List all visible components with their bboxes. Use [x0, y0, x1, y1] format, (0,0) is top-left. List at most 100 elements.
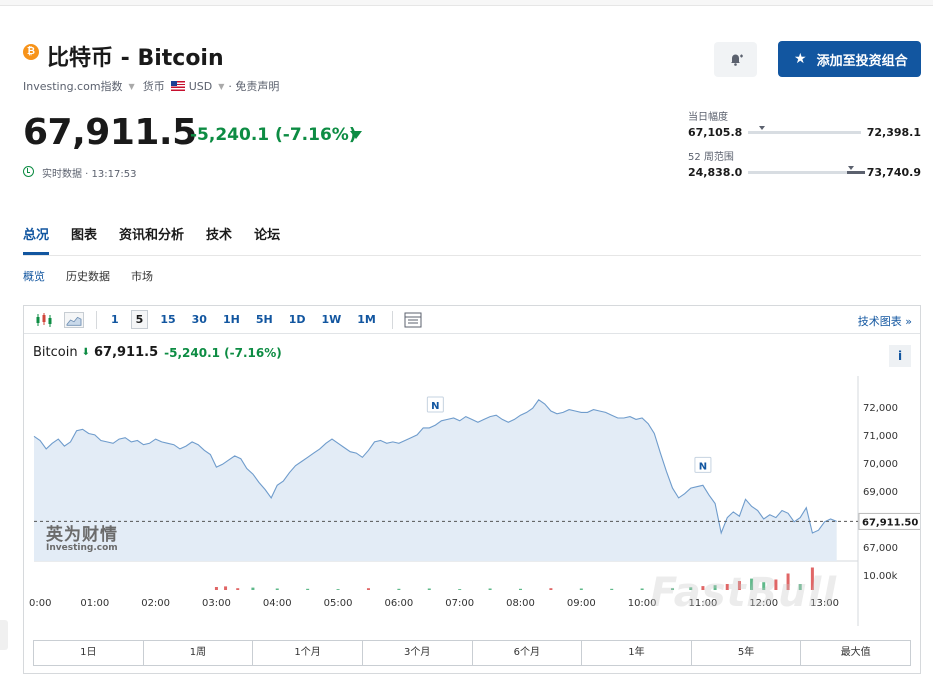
x-tick-label: 07:00 — [445, 598, 474, 609]
top-border — [0, 0, 933, 6]
subtab-markets[interactable]: 市场 — [131, 270, 153, 283]
tab-overview[interactable]: 总况 — [23, 224, 50, 255]
currency-dropdown[interactable]: USD — [188, 79, 213, 93]
week52-range-marker — [848, 166, 855, 170]
area-chart-icon[interactable] — [64, 311, 84, 328]
volume-bar — [713, 585, 717, 590]
week52-range-low: 24,838.0 — [688, 166, 743, 179]
main-tabs: 总况 图表 资讯和分析 技术 论坛 — [23, 224, 302, 255]
x-tick-label: 02:00 — [141, 598, 170, 609]
volume-bar — [640, 588, 644, 590]
down-arrow-icon: ⬇ — [81, 347, 90, 358]
period-button[interactable]: 1日 — [34, 641, 144, 665]
volume-bar — [366, 588, 370, 590]
volume-bar — [275, 588, 279, 590]
candlestick-icon[interactable] — [34, 312, 54, 328]
interval-button-5h[interactable]: 5H — [255, 313, 273, 326]
y-tick-label: 71,000 — [863, 431, 898, 442]
technical-chart-link[interactable]: 技术图表 » — [857, 315, 912, 328]
price-chart[interactable]: 72,000 71,000 70,000 69,000 67,000 67,911.50 N… — [24, 306, 920, 636]
volume-bar — [214, 587, 218, 590]
tab-technical[interactable]: 技术 — [206, 228, 233, 243]
volume-bar — [737, 581, 741, 590]
period-button[interactable]: 6个月 — [473, 641, 583, 665]
volume-bar — [458, 589, 462, 590]
investing-logo: 英为财情 Investing.com — [46, 520, 118, 553]
interval-button-5[interactable]: 5 — [130, 310, 149, 329]
subtab-historical-data[interactable]: 历史数据 — [66, 270, 110, 283]
page-title: 比特币 - Bitcoin — [47, 46, 224, 71]
interval-button-1m[interactable]: 1M — [357, 313, 376, 326]
y-tick-label: 69,000 — [863, 487, 898, 498]
x-tick-label: 01:00 — [80, 598, 109, 609]
interval-button-1d[interactable]: 1D — [288, 313, 306, 326]
volume-bar — [579, 588, 583, 590]
week52-range-bar — [748, 166, 866, 174]
price-alert-button[interactable] — [714, 42, 757, 77]
volume-bar — [750, 578, 754, 590]
interval-button-15[interactable]: 15 — [160, 313, 176, 326]
add-to-portfolio-button[interactable]: ★ 添加至投资组合 — [778, 41, 921, 77]
volume-bar — [610, 588, 614, 590]
investing-logo-subtext: Investing.com — [46, 543, 118, 553]
info-icon[interactable]: i — [889, 345, 911, 367]
week52-range-high: 73,740.9 — [866, 166, 921, 179]
tab-divider — [23, 255, 921, 256]
tab-news-analysis[interactable]: 资讯和分析 — [119, 228, 185, 243]
last-price-label: 67,911.50 — [862, 517, 918, 528]
x-tick-label: 08:00 — [506, 598, 535, 609]
volume-bar — [397, 588, 401, 590]
price-change: -5,240.1 (-7.16%) — [190, 125, 357, 145]
toolbar-separator — [96, 310, 97, 329]
day-range-high: 72,398.1 — [866, 126, 921, 139]
volume-bar — [689, 587, 693, 590]
period-button[interactable]: 5年 — [692, 641, 802, 665]
chart-toolbar: 1 5 15 30 1H 5H 1D 1W 1M 技术图表 » — [24, 306, 920, 334]
sub-tabs: 概览 历史数据 市场 — [23, 268, 174, 284]
period-button[interactable]: 最大值 — [840, 647, 871, 658]
volume-bar — [774, 579, 778, 590]
news-marker-label: N — [699, 461, 707, 472]
period-button[interactable]: 3个月 — [363, 641, 473, 665]
source-dropdown[interactable]: Investing.com指数 — [23, 80, 123, 93]
legend-change: -5,240.1 (-7.16%) — [164, 345, 282, 360]
instrument-meta: Investing.com指数 ▼ 货币 USD ▼ · 免责声明 — [23, 78, 279, 94]
toolbar-separator — [391, 310, 393, 329]
interval-button-1h[interactable]: 1H — [222, 313, 240, 326]
add-to-portfolio-label: 添加至投资组合 — [816, 53, 908, 69]
day-range: 当日幅度 67,105.8 72,398.1 — [688, 108, 921, 139]
volume-bar — [549, 588, 553, 590]
volume-bar — [236, 588, 240, 590]
table-view-icon[interactable] — [403, 312, 423, 328]
disclaimer-link[interactable]: · 免责声明 — [228, 80, 280, 93]
period-button[interactable]: 1个月 — [253, 641, 363, 665]
volume-bar — [725, 584, 729, 590]
chevron-down-icon: ▼ — [218, 81, 225, 91]
interval-button-1[interactable]: 1 — [111, 313, 119, 326]
y-tick-label: 70,000 — [863, 459, 898, 470]
side-scroll-handle[interactable] — [0, 620, 8, 650]
currency-label: 货币 — [142, 80, 165, 93]
volume-bar — [488, 588, 492, 590]
clock-icon — [23, 166, 34, 177]
interval-button-1w[interactable]: 1W — [321, 313, 342, 326]
week52-range-fill — [847, 171, 866, 174]
news-marker — [426, 396, 444, 413]
period-button[interactable]: 1周 — [144, 641, 254, 665]
tab-chart[interactable]: 图表 — [71, 228, 98, 243]
week52-range: 52 周范围 24,838.0 73,740.9 — [688, 148, 921, 179]
period-button[interactable]: 1年 — [582, 641, 692, 665]
tab-forum[interactable]: 论坛 — [254, 228, 281, 243]
x-tick-label: 10:00 — [628, 598, 657, 609]
x-tick-label: 13:00 — [810, 598, 839, 609]
interval-button-30[interactable]: 30 — [191, 313, 207, 326]
volume-bar — [701, 586, 705, 590]
volume-bar — [798, 584, 802, 590]
watermark: FastBull — [650, 570, 838, 616]
y-tick-label: 67,000 — [863, 543, 898, 554]
chart-legend: Bitcoin ⬇ 67,911.5 -5,240.1 (-7.16%) — [33, 345, 282, 360]
subtab-summary[interactable]: 概览 — [23, 270, 45, 283]
week52-range-label: 52 周范围 — [688, 152, 734, 163]
x-tick-label: 09:00 — [567, 598, 596, 609]
bell-plus-icon — [730, 54, 743, 66]
